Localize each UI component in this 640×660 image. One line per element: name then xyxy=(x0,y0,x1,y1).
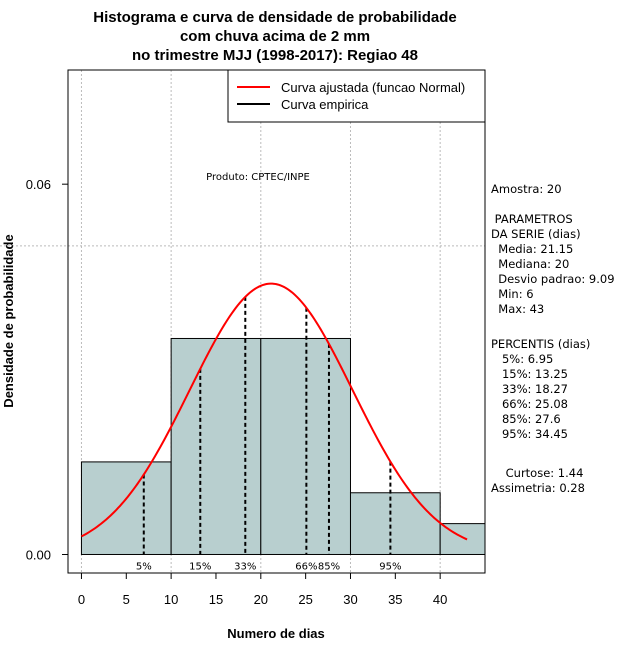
stat-mediana: Mediana: 20 xyxy=(491,257,570,271)
stat-desvio: Desvio padrao: 9.09 xyxy=(491,272,615,286)
percentile-label-0: 5% xyxy=(136,561,152,572)
percentile-label-5: 95% xyxy=(379,561,401,572)
stat-amostra: Amostra: 20 xyxy=(491,182,562,196)
percentile-label-4: 85% xyxy=(318,561,340,572)
y-tick-label-0: 0.00 xyxy=(26,547,51,562)
x-tick-label-35: 35 xyxy=(388,592,402,607)
legend-label-fitted: Curva ajustada (funcao Normal) xyxy=(281,80,465,95)
legend-label-empirical: Curva empirica xyxy=(281,97,369,112)
y-tick-label-1: 0.06 xyxy=(26,177,51,192)
stat-p15: 15%: 13.25 xyxy=(491,367,568,381)
produto-label: Produto: CPTEC/INPE xyxy=(206,172,310,183)
stat-param-title: PARAMETROS xyxy=(491,212,573,226)
x-axis-title: Numero de dias xyxy=(227,626,325,641)
x-tick-label-5: 5 xyxy=(123,592,130,607)
x-tick-label-25: 25 xyxy=(298,592,312,607)
x-tick-label-20: 20 xyxy=(254,592,268,607)
stats-panel: Amostra: 20 PARAMETROS DA SERIE (dias) M… xyxy=(491,182,636,496)
stat-p33: 33%: 18.27 xyxy=(491,382,568,396)
y-axis: 0.00 0.06 xyxy=(26,177,69,562)
percentile-label-1: 15% xyxy=(189,561,211,572)
y-axis-title: Densidade de probabilidade xyxy=(1,234,16,407)
stat-min: Min: 6 xyxy=(491,287,534,301)
normal-curve xyxy=(80,282,468,541)
x-axis: 0 5 10 15 20 25 30 35 40 xyxy=(78,572,447,607)
legend: Curva ajustada (funcao Normal) Curva emp… xyxy=(227,69,486,123)
percentile-label-2: 33% xyxy=(234,561,256,572)
stat-percentis-title: PERCENTIS (dias) xyxy=(491,337,591,351)
stat-assimetria: Assimetria: 0.28 xyxy=(491,481,585,495)
x-tick-label-40: 40 xyxy=(433,592,447,607)
stat-max: Max: 43 xyxy=(491,302,545,316)
stat-p66: 66%: 25.08 xyxy=(491,397,568,411)
title-line-2: com chuva acima de 2 mm xyxy=(180,28,370,45)
x-tick-label-30: 30 xyxy=(343,592,357,607)
stat-p85: 85%: 27.6 xyxy=(491,412,561,426)
stat-curtose: Curtose: 1.44 xyxy=(491,466,584,480)
stat-param-subtitle: DA SERIE (dias) xyxy=(491,227,581,241)
chart-title: Histograma e curva de densidade de proba… xyxy=(93,9,456,64)
percentile-labels: 5% 15% 33% 66% 85% 95% xyxy=(136,561,402,572)
title-line-3: no trimestre MJJ (1998-2017): Regiao 48 xyxy=(132,47,418,64)
stat-p95: 95%: 34.45 xyxy=(491,427,568,441)
gridlines xyxy=(0,70,485,573)
stat-media: Media: 21.15 xyxy=(491,242,574,256)
normal-curve-layer xyxy=(80,282,468,541)
x-tick-label-15: 15 xyxy=(209,592,223,607)
histogram-bar-3 xyxy=(349,492,441,555)
histogram-bars xyxy=(80,337,486,555)
percentile-lines xyxy=(142,296,392,555)
x-tick-label-10: 10 xyxy=(164,592,178,607)
legend-box xyxy=(227,69,486,123)
x-tick-label-0: 0 xyxy=(78,592,85,607)
histogram-bar-0 xyxy=(80,461,172,555)
title-line-1: Histograma e curva de densidade de proba… xyxy=(93,9,456,26)
percentile-label-3: 66% xyxy=(295,561,317,572)
stat-p5: 5%: 6.95 xyxy=(491,352,554,366)
histogram-bar-1 xyxy=(170,337,262,555)
